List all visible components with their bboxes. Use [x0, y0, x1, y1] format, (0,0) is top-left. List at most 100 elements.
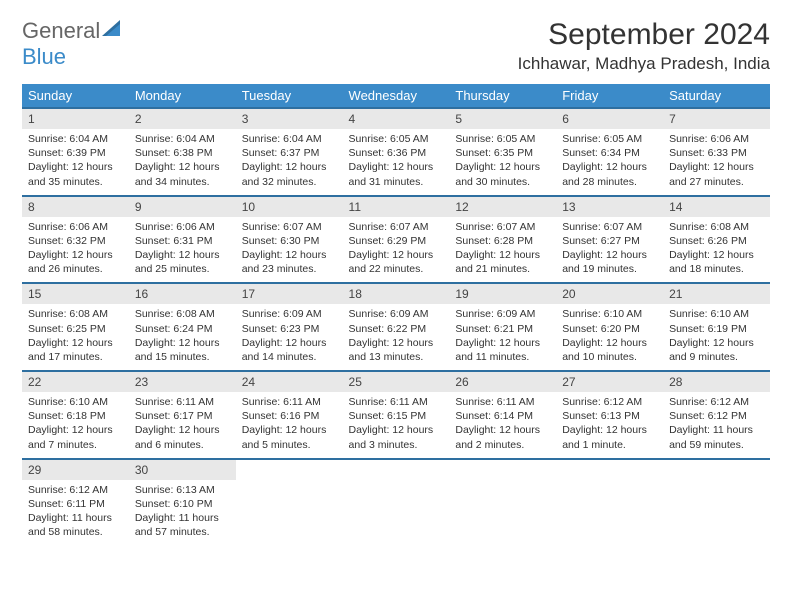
- sunset-line: Sunset: 6:19 PM: [669, 322, 764, 336]
- weekday-header-row: Sunday Monday Tuesday Wednesday Thursday…: [22, 84, 770, 108]
- day-number: 24: [236, 372, 343, 392]
- calendar-day-cell: 30Sunrise: 6:13 AMSunset: 6:10 PMDayligh…: [129, 459, 236, 546]
- daylight-line: Daylight: 12 hours and 31 minutes.: [349, 160, 444, 188]
- sunset-line: Sunset: 6:15 PM: [349, 409, 444, 423]
- sunrise-line: Sunrise: 6:05 AM: [455, 132, 550, 146]
- day-details: Sunrise: 6:13 AMSunset: 6:10 PMDaylight:…: [129, 480, 236, 546]
- day-details: Sunrise: 6:10 AMSunset: 6:20 PMDaylight:…: [556, 304, 663, 370]
- day-details: Sunrise: 6:11 AMSunset: 6:14 PMDaylight:…: [449, 392, 556, 458]
- sunset-line: Sunset: 6:32 PM: [28, 234, 123, 248]
- sunrise-line: Sunrise: 6:11 AM: [242, 395, 337, 409]
- daylight-line: Daylight: 12 hours and 5 minutes.: [242, 423, 337, 451]
- calendar-day-cell: 29Sunrise: 6:12 AMSunset: 6:11 PMDayligh…: [22, 459, 129, 546]
- calendar-day-cell: 14Sunrise: 6:08 AMSunset: 6:26 PMDayligh…: [663, 196, 770, 284]
- day-number: 21: [663, 284, 770, 304]
- sunrise-line: Sunrise: 6:07 AM: [562, 220, 657, 234]
- day-details: Sunrise: 6:09 AMSunset: 6:22 PMDaylight:…: [343, 304, 450, 370]
- day-details: Sunrise: 6:04 AMSunset: 6:37 PMDaylight:…: [236, 129, 343, 195]
- calendar-week-row: 22Sunrise: 6:10 AMSunset: 6:18 PMDayligh…: [22, 371, 770, 459]
- sunset-line: Sunset: 6:12 PM: [669, 409, 764, 423]
- day-number: 1: [22, 109, 129, 129]
- sunrise-line: Sunrise: 6:10 AM: [669, 307, 764, 321]
- sunrise-line: Sunrise: 6:07 AM: [242, 220, 337, 234]
- sunrise-line: Sunrise: 6:09 AM: [349, 307, 444, 321]
- sunset-line: Sunset: 6:34 PM: [562, 146, 657, 160]
- daylight-line: Daylight: 11 hours and 59 minutes.: [669, 423, 764, 451]
- sunset-line: Sunset: 6:26 PM: [669, 234, 764, 248]
- daylight-line: Daylight: 12 hours and 3 minutes.: [349, 423, 444, 451]
- sunrise-line: Sunrise: 6:06 AM: [28, 220, 123, 234]
- sunrise-line: Sunrise: 6:05 AM: [562, 132, 657, 146]
- daylight-line: Daylight: 12 hours and 19 minutes.: [562, 248, 657, 276]
- daylight-line: Daylight: 12 hours and 17 minutes.: [28, 336, 123, 364]
- weekday-header: Sunday: [22, 84, 129, 108]
- day-details: Sunrise: 6:04 AMSunset: 6:38 PMDaylight:…: [129, 129, 236, 195]
- calendar-day-cell: 5Sunrise: 6:05 AMSunset: 6:35 PMDaylight…: [449, 108, 556, 196]
- calendar-day-cell: ..: [449, 459, 556, 546]
- day-details: Sunrise: 6:05 AMSunset: 6:34 PMDaylight:…: [556, 129, 663, 195]
- sunrise-line: Sunrise: 6:04 AM: [135, 132, 230, 146]
- day-details: Sunrise: 6:12 AMSunset: 6:13 PMDaylight:…: [556, 392, 663, 458]
- calendar-day-cell: 2Sunrise: 6:04 AMSunset: 6:38 PMDaylight…: [129, 108, 236, 196]
- day-details: Sunrise: 6:11 AMSunset: 6:16 PMDaylight:…: [236, 392, 343, 458]
- calendar-week-row: 8Sunrise: 6:06 AMSunset: 6:32 PMDaylight…: [22, 196, 770, 284]
- day-details: Sunrise: 6:06 AMSunset: 6:33 PMDaylight:…: [663, 129, 770, 195]
- day-number: 2: [129, 109, 236, 129]
- daylight-line: Daylight: 12 hours and 18 minutes.: [669, 248, 764, 276]
- sunrise-line: Sunrise: 6:08 AM: [135, 307, 230, 321]
- daylight-line: Daylight: 12 hours and 15 minutes.: [135, 336, 230, 364]
- day-details: Sunrise: 6:08 AMSunset: 6:26 PMDaylight:…: [663, 217, 770, 283]
- calendar-table: Sunday Monday Tuesday Wednesday Thursday…: [22, 84, 770, 545]
- day-details: Sunrise: 6:08 AMSunset: 6:25 PMDaylight:…: [22, 304, 129, 370]
- sunrise-line: Sunrise: 6:10 AM: [562, 307, 657, 321]
- day-details: Sunrise: 6:08 AMSunset: 6:24 PMDaylight:…: [129, 304, 236, 370]
- day-number: 19: [449, 284, 556, 304]
- calendar-day-cell: 19Sunrise: 6:09 AMSunset: 6:21 PMDayligh…: [449, 283, 556, 371]
- weekday-header: Monday: [129, 84, 236, 108]
- month-title: September 2024: [518, 18, 770, 52]
- day-number: 6: [556, 109, 663, 129]
- brand-line2: Blue: [22, 44, 66, 69]
- calendar-day-cell: 25Sunrise: 6:11 AMSunset: 6:15 PMDayligh…: [343, 371, 450, 459]
- daylight-line: Daylight: 12 hours and 11 minutes.: [455, 336, 550, 364]
- day-details: Sunrise: 6:10 AMSunset: 6:18 PMDaylight:…: [22, 392, 129, 458]
- calendar-day-cell: 17Sunrise: 6:09 AMSunset: 6:23 PMDayligh…: [236, 283, 343, 371]
- daylight-line: Daylight: 12 hours and 32 minutes.: [242, 160, 337, 188]
- sunset-line: Sunset: 6:18 PM: [28, 409, 123, 423]
- sunset-line: Sunset: 6:13 PM: [562, 409, 657, 423]
- day-number: 25: [343, 372, 450, 392]
- day-details: Sunrise: 6:09 AMSunset: 6:21 PMDaylight:…: [449, 304, 556, 370]
- sunset-line: Sunset: 6:33 PM: [669, 146, 764, 160]
- weekday-header: Tuesday: [236, 84, 343, 108]
- calendar-day-cell: 8Sunrise: 6:06 AMSunset: 6:32 PMDaylight…: [22, 196, 129, 284]
- calendar-day-cell: 13Sunrise: 6:07 AMSunset: 6:27 PMDayligh…: [556, 196, 663, 284]
- sunrise-line: Sunrise: 6:10 AM: [28, 395, 123, 409]
- daylight-line: Daylight: 11 hours and 58 minutes.: [28, 511, 123, 539]
- day-details: Sunrise: 6:07 AMSunset: 6:29 PMDaylight:…: [343, 217, 450, 283]
- calendar-day-cell: 21Sunrise: 6:10 AMSunset: 6:19 PMDayligh…: [663, 283, 770, 371]
- sunrise-line: Sunrise: 6:11 AM: [135, 395, 230, 409]
- day-details: Sunrise: 6:06 AMSunset: 6:32 PMDaylight:…: [22, 217, 129, 283]
- day-number: 7: [663, 109, 770, 129]
- sunset-line: Sunset: 6:24 PM: [135, 322, 230, 336]
- daylight-line: Daylight: 12 hours and 21 minutes.: [455, 248, 550, 276]
- day-number: 11: [343, 197, 450, 217]
- calendar-week-row: 29Sunrise: 6:12 AMSunset: 6:11 PMDayligh…: [22, 459, 770, 546]
- calendar-day-cell: 22Sunrise: 6:10 AMSunset: 6:18 PMDayligh…: [22, 371, 129, 459]
- day-number: 26: [449, 372, 556, 392]
- calendar-day-cell: ..: [663, 459, 770, 546]
- day-details: Sunrise: 6:04 AMSunset: 6:39 PMDaylight:…: [22, 129, 129, 195]
- sunset-line: Sunset: 6:39 PM: [28, 146, 123, 160]
- day-number: 3: [236, 109, 343, 129]
- calendar-day-cell: 3Sunrise: 6:04 AMSunset: 6:37 PMDaylight…: [236, 108, 343, 196]
- sunset-line: Sunset: 6:14 PM: [455, 409, 550, 423]
- sunrise-line: Sunrise: 6:07 AM: [349, 220, 444, 234]
- day-number: 4: [343, 109, 450, 129]
- calendar-day-cell: 27Sunrise: 6:12 AMSunset: 6:13 PMDayligh…: [556, 371, 663, 459]
- sunset-line: Sunset: 6:37 PM: [242, 146, 337, 160]
- sunset-line: Sunset: 6:10 PM: [135, 497, 230, 511]
- daylight-line: Daylight: 12 hours and 35 minutes.: [28, 160, 123, 188]
- calendar-day-cell: ..: [343, 459, 450, 546]
- sunset-line: Sunset: 6:35 PM: [455, 146, 550, 160]
- day-details: Sunrise: 6:07 AMSunset: 6:30 PMDaylight:…: [236, 217, 343, 283]
